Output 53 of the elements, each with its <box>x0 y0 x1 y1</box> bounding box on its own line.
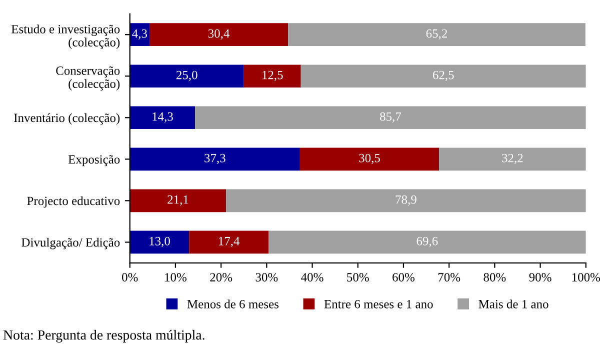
data-label: 65,2 <box>426 29 448 40</box>
bar <box>195 106 586 130</box>
bar <box>130 23 150 46</box>
data-label: 85,7 <box>380 112 402 123</box>
x-tick-label: 60% <box>392 273 414 282</box>
bar <box>149 23 288 46</box>
y-tick-label: Estudo e investigação (colecção) <box>11 24 120 50</box>
y-tick-label: Divulgação/ Edição <box>22 238 120 250</box>
data-label: 62,5 <box>432 70 454 82</box>
bar <box>244 64 301 88</box>
data-label: 78,9 <box>396 195 416 206</box>
x-tick-label: 70% <box>438 273 460 282</box>
bar <box>226 189 586 212</box>
y-tick-label: Exposição <box>68 155 120 166</box>
data-label: 13,0 <box>150 236 170 248</box>
y-tick-label: Projecto educativo <box>27 196 120 208</box>
x-tick-label: 10% <box>165 273 186 282</box>
data-label: 4,3 <box>132 29 147 40</box>
bar <box>439 148 586 171</box>
data-label: 12,5 <box>262 70 283 82</box>
x-tick-label: 0% <box>122 273 138 282</box>
bar <box>268 230 586 254</box>
x-tick-label: 30% <box>256 273 278 282</box>
y-tick-label: Conservação (colecção) <box>56 66 120 91</box>
x-tick-label: 20% <box>210 273 232 282</box>
data-label: 21,1 <box>168 195 188 206</box>
y-tick-label: Inventário (colecção) <box>14 113 120 125</box>
x-tick-label: 100% <box>572 273 600 282</box>
bar <box>130 230 190 254</box>
data-label: 37,3 <box>204 154 226 164</box>
data-label: 30,4 <box>208 29 230 40</box>
bar <box>130 148 300 171</box>
bar <box>300 64 586 88</box>
data-label: 69,6 <box>416 236 438 248</box>
x-tick-label: 90% <box>529 273 552 282</box>
bar <box>130 189 226 212</box>
x-tick-label: 50% <box>347 273 369 282</box>
data-label: 25,0 <box>176 70 198 82</box>
bar <box>288 23 586 46</box>
legend-label: Menos de 6 meses <box>187 300 279 308</box>
data-label: 32,2 <box>502 154 523 164</box>
bar <box>300 148 440 171</box>
data-label: 14,3 <box>152 112 173 123</box>
x-tick-label: 80% <box>484 273 506 282</box>
bar <box>130 64 244 88</box>
bar <box>130 106 196 130</box>
legend-label: Entre 6 meses e 1 ano <box>324 300 433 308</box>
x-tick-label: 40% <box>301 273 324 282</box>
data-label: 30,5 <box>359 154 380 164</box>
data-label: 17,4 <box>218 236 240 248</box>
legend-label: Mais de 1 ano <box>478 300 548 308</box>
text: Nota: Pergunta de resposta múltipla. <box>3 330 204 343</box>
bar <box>189 230 268 254</box>
